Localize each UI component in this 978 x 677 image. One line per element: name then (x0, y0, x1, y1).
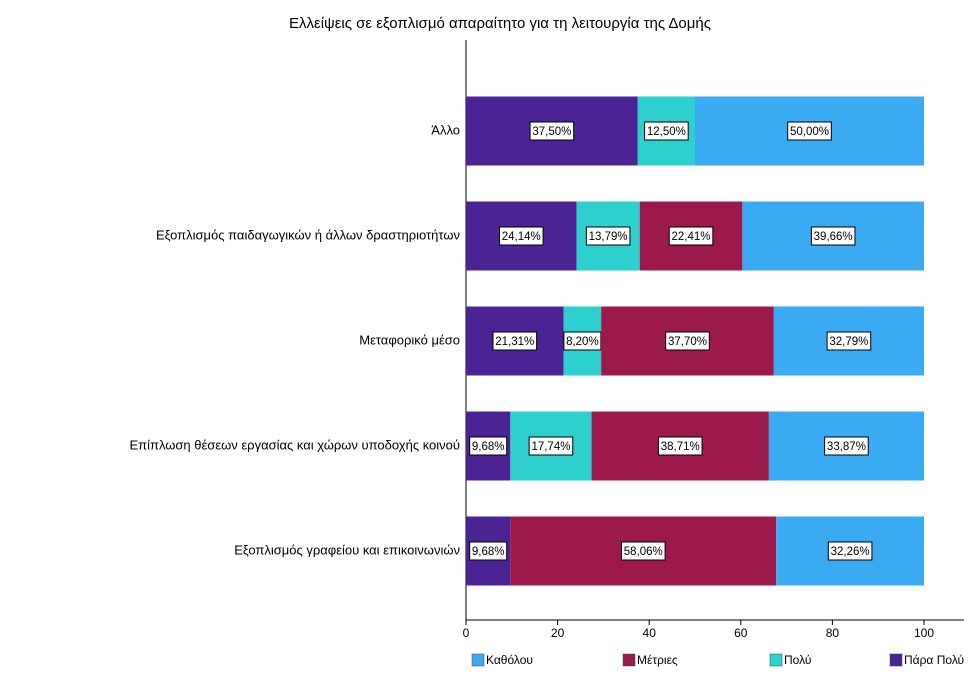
legend-swatch (471, 653, 485, 667)
legend-label: Μέτριες (637, 653, 678, 667)
value-label: 32,26% (831, 546, 870, 558)
value-label-box (585, 226, 631, 246)
value-label: 22,41% (672, 231, 711, 243)
x-tick-label: 100 (914, 626, 934, 640)
value-label: 38,71% (661, 441, 700, 453)
value-label-box (668, 226, 714, 246)
legend-label: Πολύ (784, 653, 811, 667)
value-label: 8,20% (566, 336, 599, 348)
legend-swatch (889, 653, 903, 667)
legend-label: Πάρα Πολύ (904, 653, 964, 667)
value-label-box (827, 541, 873, 561)
category-label: Επίπλωση θέσεων εργασίας και χώρων υποδο… (129, 437, 460, 452)
value-label-box (498, 226, 544, 246)
x-tick-label: 20 (551, 626, 565, 640)
value-label: 32,79% (829, 336, 868, 348)
value-label-box (492, 331, 538, 351)
value-label-box (810, 226, 856, 246)
value-label-box (787, 121, 832, 141)
legend-label: Καθόλου (486, 653, 533, 667)
category-label: Άλλο (431, 122, 460, 137)
value-label-box (469, 436, 508, 456)
value-label: 50,00% (790, 126, 829, 138)
x-tick-label: 40 (643, 626, 657, 640)
value-label: 21,31% (495, 336, 534, 348)
value-label: 33,87% (827, 441, 866, 453)
value-label: 13,79% (589, 231, 628, 243)
value-label-box (620, 541, 666, 561)
value-label-box (665, 331, 710, 351)
value-label: 9,68% (472, 441, 505, 453)
x-tick-label: 60 (734, 626, 748, 640)
x-tick-label: 80 (826, 626, 840, 640)
value-label-box (469, 541, 508, 561)
value-label: 39,66% (814, 231, 853, 243)
value-label-box (826, 331, 872, 351)
value-label-box (528, 436, 574, 456)
value-label-box (657, 436, 703, 456)
value-label: 37,70% (668, 336, 707, 348)
category-label: Εξοπλισμός παιδαγωγικών ή άλλων δραστηρι… (156, 227, 460, 242)
legend-swatch (769, 653, 783, 667)
value-label-box (824, 436, 869, 456)
category-label: Εξοπλισμός γραφείου και επικοινωνιών (234, 542, 460, 557)
value-label: 58,06% (624, 546, 663, 558)
value-label: 9,68% (472, 546, 505, 558)
value-label: 24,14% (502, 231, 541, 243)
x-tick-label: 0 (463, 626, 470, 640)
chart-title: Ελλείψεις σε εξοπλισμό απαραίτητο για τη… (289, 15, 711, 32)
legend-swatch (622, 653, 636, 667)
value-label: 37,50% (532, 126, 571, 138)
value-label-box (563, 331, 602, 351)
value-label: 12,50% (647, 126, 686, 138)
value-label-box (644, 121, 689, 141)
category-label: Μεταφορικό μέσο (359, 332, 460, 347)
value-label-box (529, 121, 575, 141)
value-label: 17,74% (531, 441, 570, 453)
